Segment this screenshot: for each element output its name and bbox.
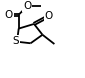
- Text: O: O: [45, 11, 53, 21]
- Text: O: O: [5, 10, 13, 20]
- Text: S: S: [12, 36, 19, 46]
- Text: O: O: [23, 1, 31, 11]
